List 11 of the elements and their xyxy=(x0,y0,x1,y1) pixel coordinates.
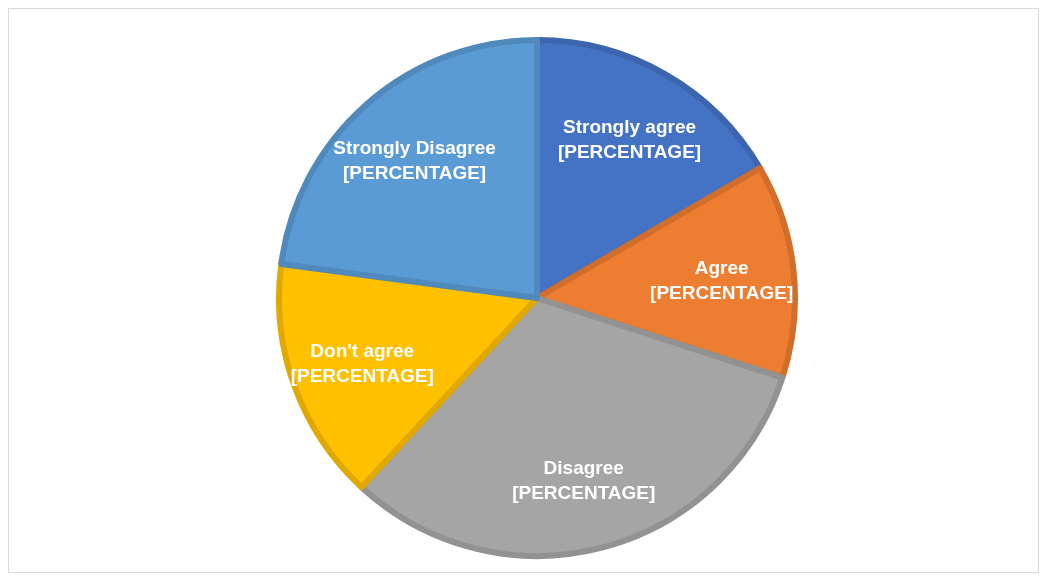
pie-slice xyxy=(278,37,540,301)
slice-label: Agree xyxy=(694,257,749,279)
slice-label: Don't agree xyxy=(310,340,415,362)
data-label: [PERCENTAGE] xyxy=(342,162,487,184)
slice-label: Strongly Disagree xyxy=(333,137,496,159)
slice-label: Disagree xyxy=(543,456,624,478)
data-label: [PERCENTAGE] xyxy=(557,140,702,162)
data-label: [PERCENTAGE] xyxy=(290,364,434,386)
data-label: [PERCENTAGE] xyxy=(650,282,794,304)
slice-label: Strongly agree xyxy=(563,116,697,138)
data-label: [PERCENTAGE] xyxy=(512,481,656,503)
